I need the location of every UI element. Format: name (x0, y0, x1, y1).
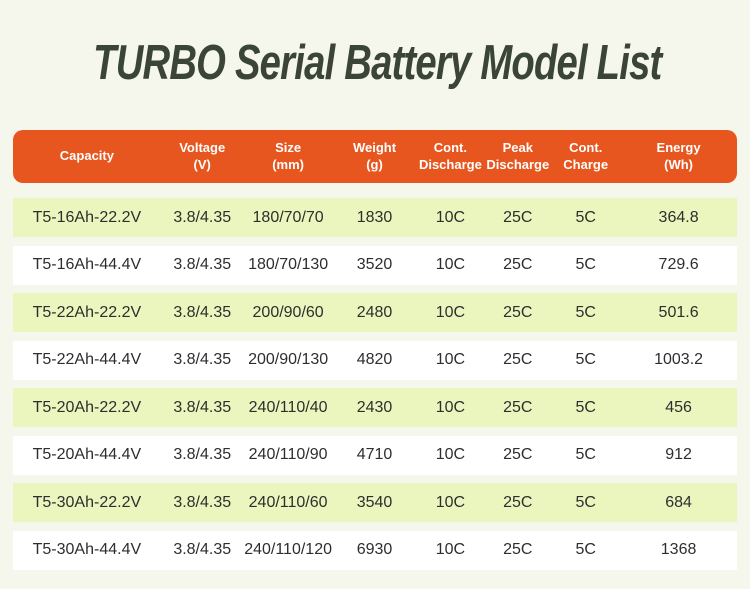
cell-weight: 1830 (356, 208, 393, 226)
cell-energy: 912 (665, 446, 692, 463)
table-row: T5-22Ah-44.4V 3.8/4.35 200/90/130 4820 1… (13, 340, 737, 380)
cell-voltage: 3.8/4.35 (173, 303, 232, 321)
cell-peak-discharge: 25C (503, 256, 533, 273)
cell-capacity: T5-30Ah-22.2V (32, 493, 142, 511)
cell-cont-discharge: 10C (435, 208, 466, 226)
cell-size: 240/110/40 (248, 398, 328, 416)
cell-cont-discharge: 10C (435, 351, 466, 368)
cell-cont-charge: 5C (575, 351, 596, 368)
cell-cont-discharge: 10C (435, 541, 466, 558)
cell-cont-charge: 5C (575, 303, 596, 321)
cell-energy: 364.8 (658, 208, 699, 226)
title-container: TURBO Serial Battery Model List (13, 0, 737, 96)
table-row: T5-16Ah-44.4V 3.8/4.35 180/70/130 3520 1… (13, 245, 737, 285)
cell-weight: 3540 (356, 493, 393, 511)
cell-cont-charge: 5C (575, 541, 596, 558)
cell-cont-discharge: 10C (435, 256, 466, 273)
header-cell-cont-charge: Cont. Charge (563, 139, 609, 172)
cell-peak-discharge: 25C (503, 446, 533, 463)
cell-voltage: 3.8/4.35 (173, 208, 232, 226)
header-cell-weight: Weight (g) (352, 139, 397, 172)
cell-weight: 3520 (356, 256, 393, 273)
cell-peak-discharge: 25C (503, 541, 533, 558)
cell-size: 180/70/130 (248, 256, 329, 273)
cell-voltage: 3.8/4.35 (173, 493, 232, 511)
cell-cont-discharge: 10C (435, 493, 466, 511)
cell-weight: 4820 (356, 351, 393, 368)
table-row: T5-16Ah-22.2V 3.8/4.35 180/70/70 1830 10… (13, 198, 737, 237)
cell-voltage: 3.8/4.35 (173, 351, 232, 368)
cell-energy: 684 (665, 493, 692, 511)
cell-weight: 4710 (356, 446, 393, 463)
cell-cont-charge: 5C (575, 446, 596, 463)
cell-size: 200/90/130 (248, 351, 329, 368)
header-cell-energy: Energy (Wh) (656, 139, 701, 172)
cell-energy: 1368 (660, 541, 697, 558)
table-header-row: Capacity Voltage (V) Size (mm) Weight (g… (13, 130, 737, 183)
cell-weight: 6930 (356, 541, 393, 558)
page-title: TURBO Serial Battery Model List (93, 36, 662, 90)
cell-cont-charge: 5C (575, 493, 596, 511)
cell-capacity: T5-22Ah-44.4V (32, 351, 142, 368)
cell-weight: 2430 (356, 398, 393, 416)
header-cell-size: Size (mm) (272, 139, 304, 172)
cell-cont-discharge: 10C (435, 303, 466, 321)
cell-energy: 729.6 (658, 256, 699, 273)
table-row: T5-20Ah-44.4V 3.8/4.35 240/110/90 4710 1… (13, 435, 737, 475)
cell-capacity: T5-20Ah-22.2V (32, 398, 142, 416)
cell-cont-discharge: 10C (435, 398, 466, 416)
cell-peak-discharge: 25C (503, 208, 533, 226)
cell-voltage: 3.8/4.35 (173, 256, 232, 273)
cell-peak-discharge: 25C (503, 398, 533, 416)
cell-size: 240/110/120 (244, 541, 332, 558)
cell-voltage: 3.8/4.35 (173, 446, 232, 463)
cell-cont-charge: 5C (575, 398, 596, 416)
table-row: T5-30Ah-22.2V 3.8/4.35 240/110/60 3540 1… (13, 483, 737, 522)
cell-size: 200/90/60 (252, 303, 324, 321)
table-row: T5-30Ah-44.4V 3.8/4.35 240/110/120 6930 … (13, 530, 737, 570)
cell-energy: 1003.2 (654, 351, 704, 368)
cell-peak-discharge: 25C (503, 351, 533, 368)
cell-capacity: T5-20Ah-44.4V (32, 446, 142, 463)
cell-cont-charge: 5C (575, 208, 596, 226)
cell-voltage: 3.8/4.35 (173, 398, 232, 416)
cell-cont-charge: 5C (575, 256, 596, 273)
cell-capacity: T5-30Ah-44.4V (32, 541, 142, 558)
table-row: T5-22Ah-22.2V 3.8/4.35 200/90/60 2480 10… (13, 293, 737, 332)
header-cell-peak-discharge: Peak Discharge (486, 139, 550, 172)
cell-capacity: T5-16Ah-44.4V (32, 256, 142, 273)
cell-voltage: 3.8/4.35 (173, 541, 232, 558)
table-row: T5-20Ah-22.2V 3.8/4.35 240/110/40 2430 1… (13, 388, 737, 427)
cell-capacity: T5-16Ah-22.2V (32, 208, 142, 226)
cell-weight: 2480 (356, 303, 393, 321)
cell-peak-discharge: 25C (503, 303, 533, 321)
cell-capacity: T5-22Ah-22.2V (32, 303, 142, 321)
table-body: T5-16Ah-22.2V 3.8/4.35 180/70/70 1830 10… (13, 198, 737, 570)
cell-size: 240/110/60 (248, 493, 328, 511)
cell-size: 180/70/70 (252, 208, 324, 226)
header-cell-capacity: Capacity (59, 148, 114, 164)
cell-size: 240/110/90 (248, 446, 328, 463)
cell-energy: 456 (665, 398, 692, 416)
header-cell-cont-discharge: Cont. Discharge (418, 139, 482, 172)
header-cell-voltage: Voltage (V) (179, 139, 226, 172)
cell-cont-discharge: 10C (435, 446, 466, 463)
cell-energy: 501.6 (658, 303, 699, 321)
cell-peak-discharge: 25C (503, 493, 533, 511)
